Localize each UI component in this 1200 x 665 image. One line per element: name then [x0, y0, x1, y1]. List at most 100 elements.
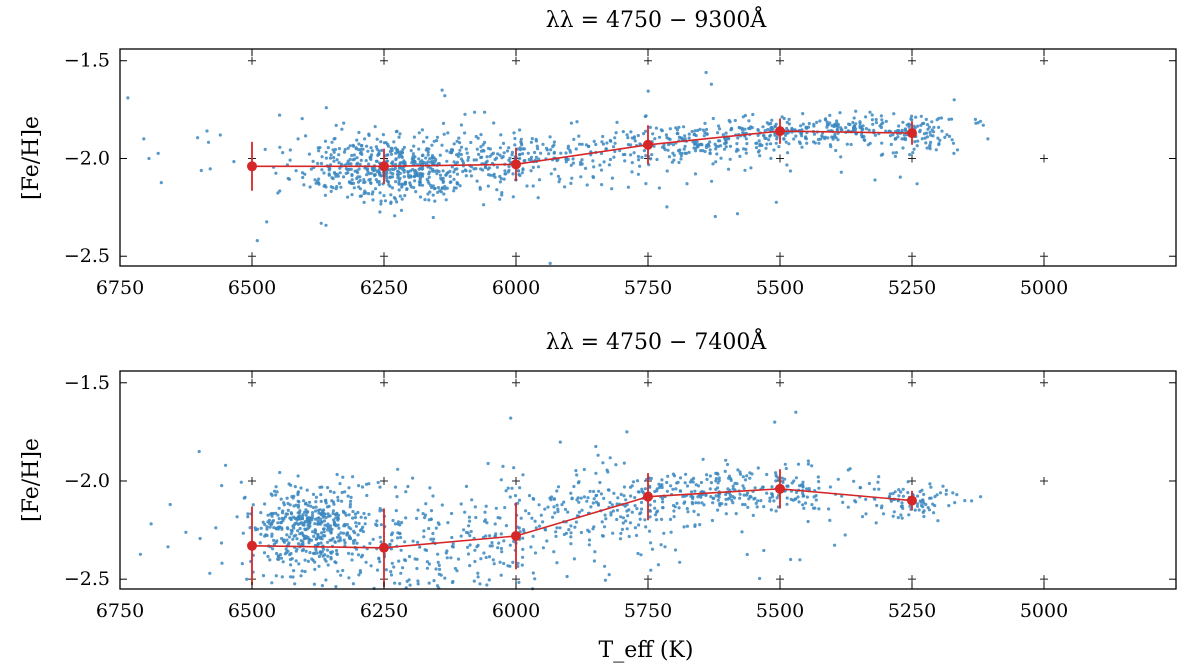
scatter-point — [403, 182, 407, 186]
scatter-point — [569, 542, 573, 546]
scatter-point — [537, 524, 542, 528]
scatter-point — [367, 132, 371, 136]
scatter-point — [469, 140, 473, 145]
scatter-point — [901, 120, 905, 124]
scatter-point — [452, 142, 456, 146]
scatter-point — [552, 505, 556, 509]
scatter-point — [402, 175, 406, 179]
scatter-point — [851, 120, 855, 125]
scatter-point — [474, 515, 478, 520]
grid-marker — [1040, 252, 1048, 261]
scatter-point — [404, 490, 408, 494]
scatter-point — [349, 495, 353, 499]
scatter-point — [280, 575, 284, 579]
scatter-point — [416, 582, 420, 586]
scatter-point — [852, 116, 856, 120]
scatter-point — [479, 155, 483, 160]
scatter-point — [701, 149, 705, 153]
scatter-point — [743, 478, 748, 482]
scatter-point — [918, 130, 922, 134]
scatter-point — [672, 509, 676, 513]
scatter-point — [578, 142, 582, 146]
scatter-point — [356, 161, 360, 165]
scatter-point — [456, 182, 460, 186]
scatter-point — [676, 131, 680, 136]
scatter-point — [788, 169, 793, 173]
scatter-point — [367, 482, 371, 486]
scatter-point — [303, 558, 307, 562]
scatter-point — [258, 541, 262, 545]
scatter-point — [468, 519, 472, 523]
scatter-point — [660, 485, 664, 490]
scatter-point — [326, 146, 330, 150]
scatter-point — [619, 492, 623, 496]
scatter-point — [717, 476, 721, 480]
scatter-point — [599, 151, 604, 155]
scatter-point — [744, 151, 748, 155]
scatter-point — [519, 137, 523, 141]
scatter-point — [770, 492, 774, 496]
scatter-point — [729, 477, 733, 481]
scatter-point — [577, 510, 582, 514]
scatter-point — [271, 547, 275, 551]
scatter-point — [621, 516, 626, 520]
scatter-point — [560, 503, 564, 507]
scatter-point — [400, 520, 404, 525]
scatter-point — [687, 132, 691, 136]
scatter-point — [319, 499, 323, 503]
scatter-point — [280, 527, 284, 531]
scatter-point — [270, 581, 274, 585]
scatter-point — [430, 159, 434, 163]
scatter-point — [974, 121, 978, 125]
scatter-point — [317, 554, 321, 559]
scatter-point — [475, 147, 479, 151]
scatter-point — [703, 121, 707, 125]
scatter-point — [518, 152, 522, 156]
scatter-point — [716, 472, 720, 476]
scatter-point — [816, 475, 820, 479]
scatter-point — [587, 538, 592, 542]
scatter-point — [337, 153, 341, 157]
scatter-point — [448, 169, 452, 173]
scatter-point — [789, 497, 793, 501]
scatter-point — [427, 562, 431, 566]
scatter-point — [593, 550, 597, 554]
scatter-point — [436, 560, 440, 565]
scatter-point — [268, 525, 272, 529]
scatter-point — [351, 475, 355, 479]
scatter-point — [440, 143, 444, 147]
scatter-point — [753, 496, 757, 500]
scatter-point — [396, 467, 400, 471]
scatter-point — [354, 524, 358, 528]
scatter-point — [632, 151, 636, 155]
scatter-point — [432, 187, 436, 191]
y-tick-label: −1.5 — [64, 50, 110, 72]
scatter-point — [498, 516, 502, 520]
scatter-point — [329, 555, 333, 560]
scatter-point — [350, 558, 354, 562]
scatter-point — [337, 181, 341, 185]
scatter-point — [306, 535, 310, 540]
scatter-point — [580, 162, 584, 166]
scatter-point — [929, 140, 933, 144]
scatter-point — [599, 168, 604, 172]
scatter-point — [517, 498, 522, 502]
scatter-point — [629, 143, 633, 147]
scatter-point — [666, 148, 670, 152]
scatter-point — [400, 197, 404, 201]
scatter-point — [643, 518, 647, 522]
scatter-point — [629, 153, 633, 157]
scatter-point — [580, 142, 584, 146]
scatter-point — [415, 566, 419, 571]
scatter-point — [388, 542, 392, 546]
scatter-point — [678, 148, 682, 152]
scatter-point — [357, 167, 361, 171]
scatter-point — [916, 139, 920, 143]
scatter-point — [450, 148, 454, 153]
scatter-point — [698, 127, 702, 131]
scatter-point — [511, 560, 515, 565]
scatter-point — [259, 510, 263, 515]
scatter-point — [326, 563, 330, 567]
scatter-point — [323, 183, 327, 187]
scatter-point — [321, 527, 326, 531]
